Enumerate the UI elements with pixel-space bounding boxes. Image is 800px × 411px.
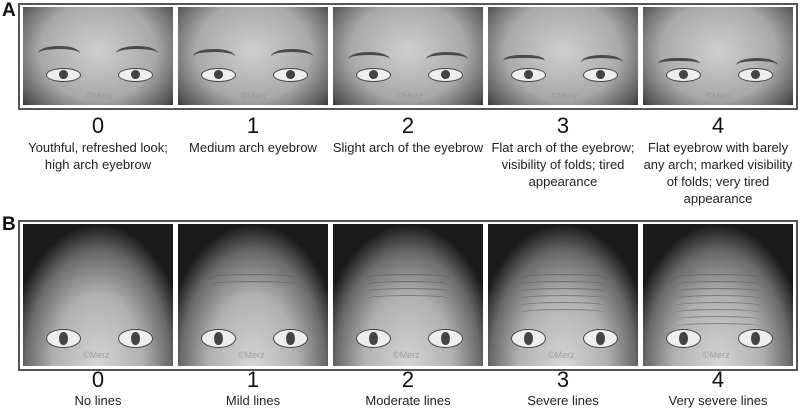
score-number: 3 <box>556 367 570 392</box>
eye <box>582 67 618 82</box>
eye <box>737 67 773 82</box>
score-number: 3 <box>556 113 570 138</box>
eyebrow <box>658 57 700 73</box>
eye <box>272 67 308 82</box>
forehead-line <box>521 302 605 309</box>
watermark: ©Merz <box>83 350 110 361</box>
forehead-line <box>211 273 295 281</box>
forehead-line <box>366 287 450 295</box>
score-description: Youthful, refreshed look; high arch eyeb… <box>28 140 168 172</box>
forehead-line <box>676 316 760 323</box>
score-description: Slight arch of the eyebrow <box>332 140 484 155</box>
eye <box>355 67 391 82</box>
eye <box>427 329 463 349</box>
eye <box>200 329 236 349</box>
forehead-line <box>211 280 295 288</box>
score-number: 0 <box>91 367 105 392</box>
face-photo: ©Merz <box>333 224 483 366</box>
face-photo: ©Merz <box>178 7 328 105</box>
eyebrow <box>348 52 390 67</box>
watermark: ©Merz <box>241 91 268 102</box>
score-number: 0 <box>91 113 105 138</box>
forehead-line <box>676 309 760 316</box>
eye <box>45 329 81 349</box>
forehead-line <box>366 273 450 281</box>
forehead-line <box>676 295 760 302</box>
score-description: No lines <box>74 393 122 408</box>
score-number: 1 <box>246 113 260 138</box>
eyebrow <box>581 55 623 70</box>
face-photo: ©Merz <box>23 224 173 366</box>
score-description: Severe lines <box>527 393 599 408</box>
watermark: ©Merz <box>393 350 420 361</box>
score-number: 4 <box>711 367 725 392</box>
forehead-line <box>676 273 760 281</box>
eye <box>200 67 236 82</box>
eyebrow <box>271 49 313 64</box>
score-description: Mild lines <box>225 393 281 408</box>
eye <box>355 329 391 349</box>
panel-b-label: B <box>2 214 16 235</box>
forehead-line <box>521 280 605 288</box>
eye <box>427 67 463 82</box>
eye <box>272 329 308 349</box>
face-photo: ©Merz <box>643 224 793 366</box>
face-photo: ©Merz <box>488 224 638 366</box>
forehead-line <box>366 280 450 288</box>
watermark: ©Merz <box>551 91 578 102</box>
watermark: ©Merz <box>703 350 730 361</box>
forehead-line <box>676 280 760 288</box>
eye <box>665 67 701 82</box>
eyebrow <box>116 46 158 61</box>
eye <box>45 67 81 82</box>
face-photo: ©Merz <box>178 224 328 366</box>
forehead-line <box>521 287 605 295</box>
eye <box>510 67 546 82</box>
forehead-line <box>521 273 605 281</box>
watermark: ©Merz <box>396 91 423 102</box>
forehead-line <box>521 309 605 316</box>
eye <box>665 329 701 349</box>
eye <box>117 329 153 349</box>
forehead-line <box>676 302 760 309</box>
score-number: 4 <box>711 113 725 138</box>
forehead-line <box>366 295 450 302</box>
face-photo: ©Merz <box>333 7 483 105</box>
eyebrow <box>503 55 545 70</box>
score-description: Flat arch of the eyebrow; visibility of … <box>491 140 635 189</box>
watermark: ©Merz <box>238 350 265 361</box>
face-photo: ©Merz <box>488 7 638 105</box>
score-number: 1 <box>246 367 260 392</box>
forehead-line <box>521 295 605 302</box>
forehead-line <box>676 323 760 330</box>
forehead-line <box>676 287 760 295</box>
eyebrow <box>38 46 80 61</box>
eyebrow <box>736 57 778 73</box>
watermark: ©Merz <box>548 350 575 361</box>
eyebrow <box>193 49 235 64</box>
eye <box>117 67 153 82</box>
watermark: ©Merz <box>86 91 113 102</box>
eye <box>737 329 773 349</box>
eye <box>510 329 546 349</box>
eyebrow <box>426 52 468 67</box>
score-description: Medium arch eyebrow <box>189 140 317 155</box>
score-description: Very severe lines <box>668 393 768 408</box>
score-description: Moderate lines <box>365 393 451 408</box>
panel-a-label: A <box>2 0 16 21</box>
score-description: Flat eyebrow with barely any arch; marke… <box>643 140 793 206</box>
score-number: 2 <box>401 113 415 138</box>
watermark: ©Merz <box>706 91 733 102</box>
score-number: 2 <box>401 367 415 392</box>
face-photo: ©Merz <box>23 7 173 105</box>
face-photo: ©Merz <box>643 7 793 105</box>
eye <box>582 329 618 349</box>
